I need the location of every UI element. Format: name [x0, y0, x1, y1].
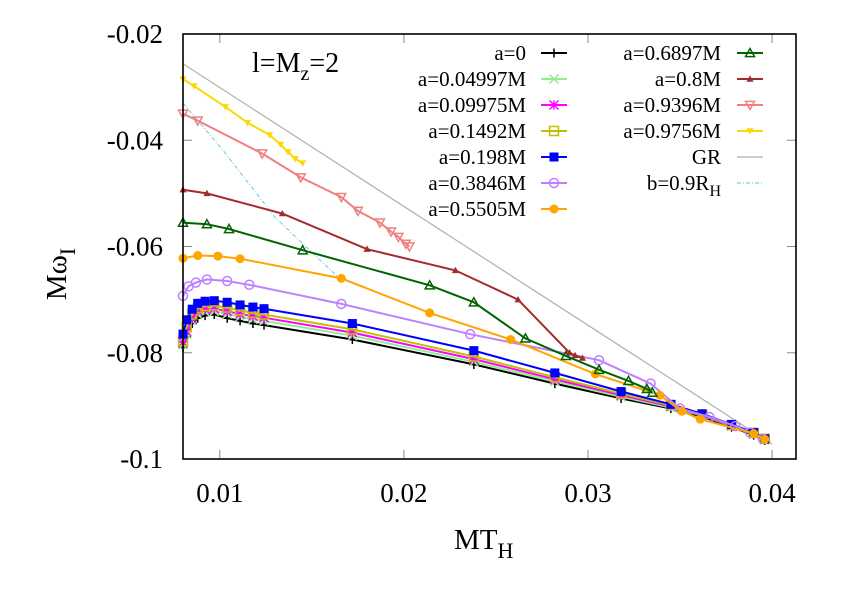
legend-label: a=0.04997M — [418, 67, 526, 91]
series-a-0-5505m — [178, 251, 770, 444]
legend-entry: GR — [692, 145, 763, 169]
legend-label: a=0.198M — [439, 145, 526, 169]
plot-series — [177, 63, 773, 445]
legend-entry: a=0.6897M — [623, 41, 763, 65]
legend-entry: a=0.9396M — [623, 93, 763, 117]
x-tick-label: 0.01 — [196, 478, 243, 508]
legend-entry: a=0.09975M — [418, 93, 567, 117]
y-tick-label: -0.08 — [107, 338, 163, 368]
y-axis-title: MωI — [41, 248, 80, 300]
series-b-0-9r-h — [182, 102, 340, 279]
legend-label: b=0.9RH — [647, 171, 722, 200]
legend-label: a=0.5505M — [428, 197, 526, 221]
legend-label: a=0.6897M — [623, 41, 721, 65]
series-a-0-9396m — [177, 109, 416, 253]
series-a-0-8m — [179, 186, 587, 361]
legend-entry: a=0.8M — [655, 67, 763, 91]
legend-entry: a=0.198M — [439, 145, 567, 169]
legend-entry: a=0.04997M — [418, 67, 567, 91]
legend-entry: a=0 — [494, 41, 567, 65]
x-tick-labels: 0.01 0.02 0.03 0.04 — [196, 478, 796, 508]
series-a-0-9756m — [179, 76, 307, 167]
x-axis-title: MTH — [454, 524, 514, 563]
legend-label: GR — [692, 145, 721, 169]
legend-label: a=0.3846M — [428, 171, 526, 195]
y-tick-label: -0.1 — [120, 444, 163, 474]
x-tick-label: 0.04 — [748, 478, 796, 508]
legend-label: a=0.8M — [655, 67, 721, 91]
legend-label: a=0.9756M — [623, 119, 721, 143]
legend-entry: a=0.5505M — [428, 197, 567, 221]
series-a-0-6897m — [177, 216, 659, 397]
series-a-0-198m — [178, 296, 770, 444]
annotation-label: l=Mz=2 — [252, 48, 339, 85]
y-tick-label: -0.02 — [107, 19, 163, 49]
legend-label: a=0.9396M — [623, 93, 721, 117]
x-tick-label: 0.03 — [564, 478, 611, 508]
legend: a=0a=0.04997Ma=0.09975Ma=0.1492Ma=0.198M… — [418, 41, 763, 221]
plot-frame — [182, 33, 797, 460]
x-tick-label: 0.02 — [380, 478, 427, 508]
legend-label: a=0.09975M — [418, 93, 526, 117]
y-tick-label: -0.04 — [107, 125, 164, 155]
legend-entry: b=0.9RH — [647, 171, 763, 200]
legend-entry: a=0.1492M — [428, 119, 567, 143]
legend-entry: a=0.9756M — [623, 119, 763, 143]
legend-label: a=0 — [494, 41, 526, 65]
legend-label: a=0.1492M — [428, 119, 526, 143]
y-tick-label: -0.06 — [107, 232, 163, 262]
y-tick-labels: -0.02 -0.04 -0.06 -0.08 -0.1 — [107, 19, 164, 474]
legend-entry: a=0.3846M — [428, 171, 567, 195]
series-gr — [182, 63, 773, 445]
series-a-0 — [178, 310, 770, 445]
